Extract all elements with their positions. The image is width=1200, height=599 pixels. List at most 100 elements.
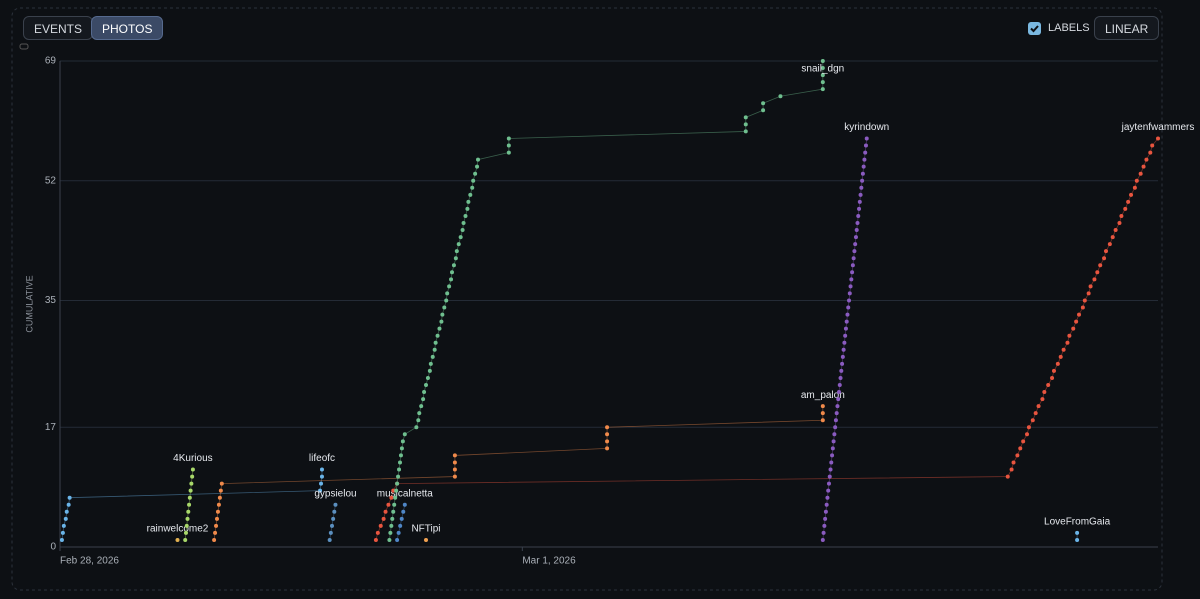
point [605, 432, 610, 437]
point [66, 502, 71, 507]
point [850, 263, 855, 268]
point [743, 115, 748, 120]
point [398, 523, 403, 528]
series-label: musicalnetta [377, 488, 434, 499]
point [186, 509, 191, 514]
point [1065, 340, 1070, 345]
point [825, 495, 830, 500]
point [63, 516, 68, 521]
point [854, 228, 859, 233]
point [820, 59, 825, 63]
point [864, 136, 869, 141]
point [1050, 375, 1055, 380]
point [396, 530, 401, 535]
point [463, 213, 468, 218]
point [475, 164, 480, 169]
point [1075, 537, 1080, 542]
point [863, 143, 868, 148]
point [1055, 361, 1060, 366]
point [399, 446, 404, 451]
point [190, 474, 195, 479]
point [1129, 192, 1134, 197]
point [1107, 242, 1112, 247]
panel-border [11, 7, 1163, 591]
point [859, 185, 864, 190]
point [397, 467, 402, 472]
point [432, 347, 437, 352]
point [452, 453, 457, 458]
point [188, 488, 193, 493]
y-tick-label: 69 [45, 56, 57, 67]
point [190, 467, 195, 472]
point [452, 460, 457, 465]
point [449, 277, 454, 282]
point [605, 439, 610, 444]
scale-button[interactable]: LINEAR [1094, 16, 1160, 40]
point [328, 530, 333, 535]
point [840, 361, 845, 366]
point [476, 157, 481, 162]
point [861, 164, 866, 169]
point [833, 425, 838, 430]
point [1095, 270, 1100, 275]
check [1030, 25, 1039, 33]
point [839, 368, 844, 373]
series-label: rainwelcome2 [147, 524, 209, 535]
point [422, 390, 427, 395]
series-label: NFTipi [411, 524, 440, 535]
point [395, 481, 400, 486]
point [837, 390, 842, 395]
point [1086, 291, 1091, 296]
point [414, 425, 419, 430]
point [1026, 425, 1031, 430]
point [836, 397, 841, 402]
point [1148, 150, 1153, 155]
point [390, 516, 395, 521]
point [829, 460, 834, 465]
point [428, 361, 433, 366]
point [1113, 228, 1118, 233]
tab[interactable]: PHOTOS [91, 16, 164, 40]
point [329, 523, 334, 528]
checkbox-label[interactable]: LABELS [1048, 22, 1090, 34]
point [1033, 411, 1038, 416]
y-tick-label: 0 [50, 542, 56, 553]
series-label: LoveFromGaia [1044, 517, 1111, 528]
point [433, 340, 438, 345]
point [61, 523, 66, 528]
point [398, 453, 403, 458]
point [1088, 284, 1093, 289]
point [395, 537, 400, 542]
point [319, 481, 324, 486]
tab[interactable]: EVENTS [23, 16, 94, 40]
point [841, 347, 846, 352]
point [1071, 326, 1076, 331]
point [863, 150, 868, 155]
point [1132, 185, 1137, 190]
point [1150, 143, 1155, 148]
series-line [375, 138, 1159, 541]
point [821, 530, 826, 535]
point [1015, 453, 1020, 458]
series-line [213, 406, 824, 541]
point [456, 242, 461, 247]
y-tick-label: 35 [45, 295, 57, 306]
point [1011, 460, 1016, 465]
point [855, 221, 860, 225]
point [1110, 235, 1115, 240]
series-label: am_palon [801, 390, 845, 401]
handle [19, 43, 29, 50]
y-tick-label: 17 [45, 422, 57, 433]
point [373, 537, 378, 542]
point [860, 171, 865, 176]
point [1018, 446, 1023, 451]
point [1051, 368, 1056, 373]
point [743, 122, 748, 127]
point [761, 108, 766, 113]
point [175, 537, 180, 542]
point [417, 411, 422, 416]
point [402, 502, 407, 507]
checkbox[interactable] [1028, 22, 1041, 35]
